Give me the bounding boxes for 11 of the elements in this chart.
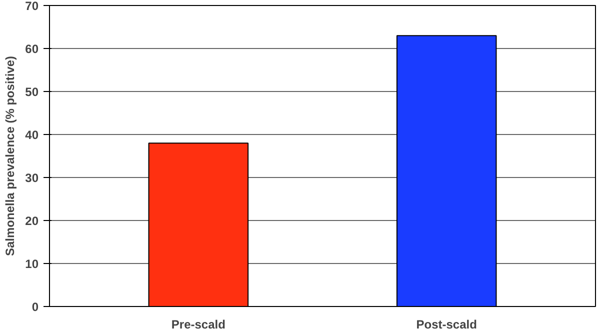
- y-tick-label: 60: [25, 42, 39, 56]
- y-tick-label: 0: [32, 300, 39, 314]
- y-tick-label: 20: [25, 214, 39, 228]
- y-tick-label: 40: [25, 128, 39, 142]
- y-tick-label: 30: [25, 171, 39, 185]
- y-axis-title: Salmonella prevalence (% positive): [3, 56, 18, 256]
- y-tick-label: 10: [25, 257, 39, 271]
- x-tick-label: Pre-scald: [171, 318, 226, 332]
- x-tick-label: Post-scald: [416, 318, 477, 332]
- y-tick-label: 50: [25, 85, 39, 99]
- y-tick-label: 70: [25, 0, 39, 13]
